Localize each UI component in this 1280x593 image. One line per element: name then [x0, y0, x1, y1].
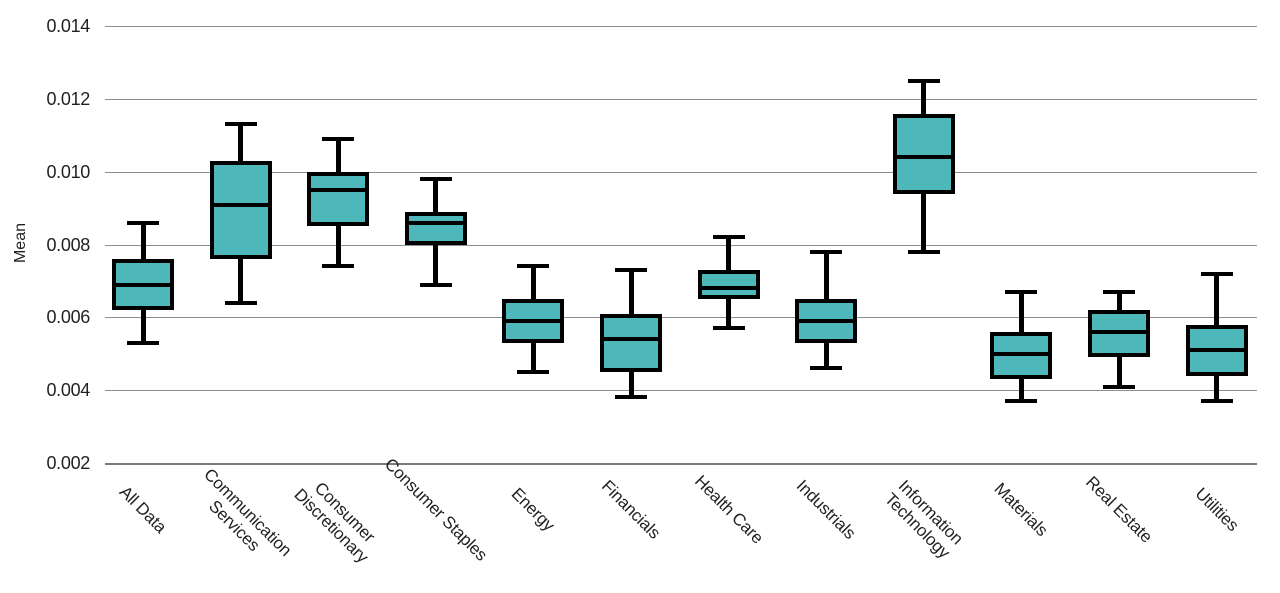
iqr-box-health-care	[697, 270, 760, 300]
x-tick-label-financials: Financials	[597, 476, 665, 543]
plot-area	[105, 8, 1257, 465]
whisker-lower-all-data	[140, 310, 146, 343]
whisker-cap-low-industrials	[810, 366, 843, 371]
y-tick-label: 0.014	[46, 16, 90, 37]
x-tick-label-communication-services: Communication Services	[199, 464, 295, 560]
whisker-cap-low-communication-services	[224, 300, 257, 305]
whisker-cap-low-real-estate	[1103, 384, 1135, 389]
x-tick-label-materials: Materials	[990, 479, 1052, 540]
x-tick-label-consumer-staples: Consumer Staples	[380, 454, 491, 565]
iqr-box-consumer-staples	[404, 211, 467, 245]
gridline-0.004	[105, 390, 1257, 392]
whisker-lower-real-estate	[1116, 357, 1122, 387]
iqr-box-consumer-discretionary	[307, 171, 370, 227]
median-line-real-estate	[1088, 329, 1150, 334]
x-tick-label-consumer-discretionary: Consumer Discretionary	[290, 478, 379, 567]
y-tick-label: 0.006	[46, 307, 90, 328]
median-line-health-care	[697, 286, 760, 291]
x-tick-label-energy: Energy	[508, 484, 559, 535]
y-axis: 0.014 0.012 0.010 0.008 0.006 0.004 0.002	[0, 8, 96, 473]
median-line-information-technology	[892, 155, 955, 160]
iqr-box-communication-services	[209, 160, 272, 260]
gridline-0.012	[105, 99, 1257, 100]
whisker-lower-energy	[530, 342, 536, 372]
median-line-all-data	[112, 282, 174, 287]
whisker-upper-health-care	[726, 237, 732, 271]
whisker-upper-energy	[530, 266, 536, 300]
whisker-cap-high-information-technology	[907, 78, 940, 83]
whisker-lower-financials	[628, 372, 634, 398]
whisker-upper-all-data	[140, 222, 146, 260]
whisker-cap-high-consumer-discretionary	[322, 137, 355, 142]
whisker-upper-consumer-staples	[433, 179, 439, 212]
median-line-consumer-discretionary	[307, 188, 370, 192]
whisker-lower-health-care	[726, 299, 732, 329]
x-tick-label-health-care: Health Care	[690, 471, 767, 548]
whisker-upper-information-technology	[921, 80, 927, 114]
median-line-financials	[600, 337, 662, 342]
whisker-upper-financials	[628, 270, 634, 314]
whisker-cap-high-utilities	[1200, 271, 1233, 276]
x-tick-label-information-technology: Information Technology	[880, 476, 967, 563]
median-line-utilities	[1185, 348, 1248, 353]
median-line-energy	[502, 319, 565, 324]
gridline-0.008	[105, 244, 1257, 246]
gridline-0.002	[105, 463, 1257, 465]
gridline-0.014	[105, 26, 1257, 28]
whisker-cap-low-all-data	[127, 340, 159, 345]
x-tick-label-all-data: All Data	[115, 482, 171, 537]
whisker-lower-utilities	[1214, 375, 1220, 402]
median-line-materials	[990, 351, 1053, 356]
whisker-cap-high-all-data	[127, 220, 159, 225]
y-tick-label: 0.002	[46, 453, 90, 473]
whisker-cap-high-health-care	[712, 235, 745, 240]
whisker-cap-low-utilities	[1200, 399, 1233, 404]
whisker-lower-industrials	[823, 342, 829, 369]
whisker-cap-low-information-technology	[907, 249, 940, 254]
whisker-lower-materials	[1018, 379, 1024, 402]
whisker-lower-consumer-discretionary	[335, 226, 341, 267]
iqr-box-financials	[600, 313, 662, 372]
whisker-cap-low-consumer-discretionary	[322, 264, 355, 269]
x-tick-label-real-estate: Real Estate	[1081, 472, 1157, 547]
whisker-cap-low-consumer-staples	[419, 282, 452, 287]
whisker-cap-low-materials	[1005, 399, 1038, 404]
x-tick-label-industrials: Industrials	[792, 476, 860, 543]
y-tick-label: 0.012	[46, 89, 90, 109]
gridline-0.006	[105, 317, 1257, 319]
whisker-lower-information-technology	[921, 193, 927, 252]
median-line-consumer-staples	[404, 220, 467, 225]
whisker-upper-communication-services	[238, 124, 244, 161]
y-tick-label: 0.010	[46, 161, 90, 182]
whisker-cap-high-materials	[1005, 289, 1038, 294]
y-tick-label: 0.008	[46, 234, 90, 255]
gridline-0.010	[105, 171, 1257, 173]
whisker-upper-real-estate	[1116, 291, 1122, 311]
whisker-upper-utilities	[1214, 273, 1220, 325]
whisker-cap-low-energy	[517, 370, 550, 374]
whisker-cap-high-energy	[517, 264, 550, 269]
whisker-lower-consumer-staples	[433, 244, 439, 285]
median-line-communication-services	[209, 202, 272, 207]
whisker-cap-high-consumer-staples	[419, 177, 452, 182]
whisker-upper-industrials	[823, 251, 829, 300]
median-line-industrials	[795, 319, 858, 324]
whisker-cap-high-communication-services	[224, 122, 257, 127]
iqr-box-information-technology	[892, 113, 955, 194]
whisker-cap-low-health-care	[712, 326, 745, 331]
whisker-cap-low-financials	[615, 395, 647, 400]
whisker-upper-consumer-discretionary	[335, 139, 341, 172]
whisker-cap-high-industrials	[810, 249, 843, 254]
x-tick-label-utilities: Utilities	[1191, 484, 1243, 535]
whisker-upper-materials	[1018, 291, 1024, 332]
whisker-cap-high-real-estate	[1103, 289, 1135, 294]
y-tick-label: 0.004	[46, 380, 90, 401]
whisker-cap-high-financials	[615, 268, 647, 273]
whisker-lower-communication-services	[238, 259, 244, 303]
